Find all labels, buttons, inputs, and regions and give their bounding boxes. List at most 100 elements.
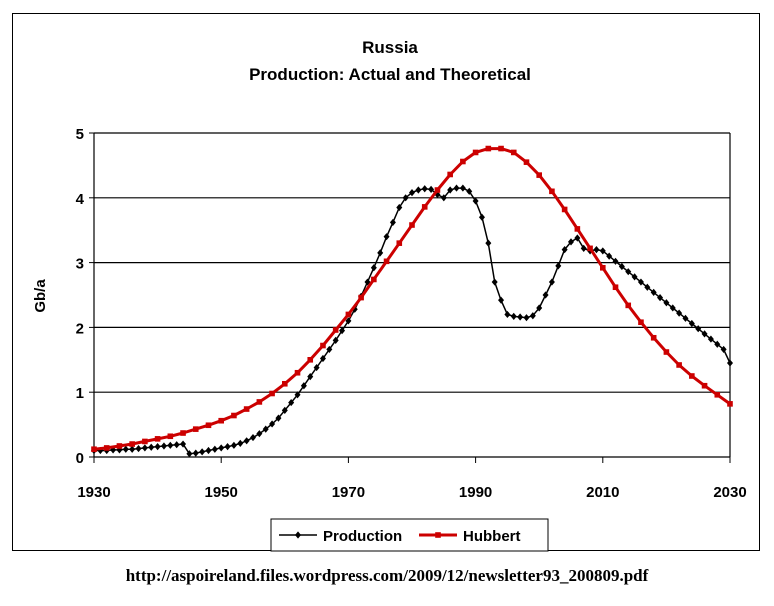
- data-point-production: [568, 238, 574, 246]
- data-point-production: [167, 441, 174, 449]
- data-point-production: [491, 278, 498, 286]
- data-point-production: [192, 449, 199, 457]
- data-point-production: [472, 197, 479, 205]
- data-point-production: [389, 218, 396, 227]
- data-point-hubbert: [510, 149, 517, 156]
- data-point-production: [122, 445, 129, 453]
- data-point-hubbert: [447, 171, 453, 178]
- axes: 0 1 2 3 4 5 1930 1950 1970 1990 2010 2030: [76, 126, 747, 501]
- data-point-production: [663, 299, 670, 307]
- data-point-hubbert: [307, 357, 314, 363]
- data-point-hubbert: [612, 284, 619, 291]
- data-point-production: [599, 247, 606, 255]
- data-point-production: [230, 441, 237, 449]
- data-point-production: [606, 252, 613, 260]
- data-point-hubbert: [180, 430, 186, 436]
- data-point-hubbert: [727, 401, 733, 407]
- data-point-hubbert: [434, 187, 441, 193]
- y-tick-label-0: 0: [76, 450, 84, 467]
- data-point-production: [326, 345, 333, 354]
- data-point-hubbert: [396, 240, 403, 246]
- data-point-hubbert: [472, 149, 479, 156]
- data-point-hubbert: [243, 406, 250, 412]
- data-point-hubbert: [561, 206, 568, 213]
- data-point-production: [148, 443, 155, 451]
- legend-box: [270, 518, 549, 552]
- data-point-hubbert: [231, 412, 237, 419]
- data-point-production: [294, 391, 301, 399]
- data-point-production: [625, 268, 632, 276]
- x-tick-label-1950: 1950: [205, 484, 238, 501]
- data-point-hubbert: [600, 264, 606, 271]
- series-production: [91, 184, 733, 458]
- data-point-production: [300, 382, 307, 390]
- data-point-production: [307, 373, 314, 381]
- data-point-production: [262, 425, 269, 433]
- chart: Russia Production: Actual and Theoretica…: [32, 38, 747, 552]
- data-point-production: [529, 312, 536, 320]
- data-point-hubbert: [129, 441, 135, 447]
- data-point-hubbert: [371, 276, 377, 283]
- data-point-hubbert: [269, 390, 275, 397]
- grid-lines: [94, 132, 731, 457]
- data-point-production: [447, 186, 454, 194]
- data-point-production: [370, 264, 377, 272]
- data-point-hubbert: [218, 417, 224, 424]
- data-point-production: [644, 283, 651, 291]
- data-point-production: [288, 398, 295, 407]
- data-point-production: [695, 325, 702, 333]
- data-point-production: [631, 273, 638, 281]
- data-point-production: [364, 278, 371, 286]
- data-point-hubbert: [498, 145, 504, 152]
- data-point-production: [727, 359, 733, 367]
- x-tick-label-2030: 2030: [713, 484, 746, 501]
- data-point-hubbert: [485, 145, 492, 152]
- data-point-production: [160, 442, 167, 450]
- data-point-hubbert: [638, 319, 644, 326]
- data-point-hubbert: [549, 188, 555, 195]
- source-url: http://aspoireland.files.wordpress.com/2…: [125, 566, 649, 585]
- data-point-production: [517, 313, 524, 321]
- data-point-hubbert: [154, 436, 161, 442]
- y-tick-label-1: 1: [76, 385, 84, 402]
- data-point-production: [415, 186, 422, 194]
- data-point-production: [676, 309, 683, 317]
- data-point-production: [510, 312, 517, 320]
- y-tick-label-5: 5: [76, 126, 84, 143]
- data-point-production: [485, 239, 492, 247]
- chart-title: Russia: [362, 38, 418, 57]
- data-point-hubbert: [256, 399, 263, 405]
- data-point-production: [396, 203, 403, 212]
- data-point-production: [555, 262, 562, 270]
- series-hubbert: [91, 145, 733, 453]
- y-tick-label-4: 4: [76, 191, 85, 208]
- data-point-hubbert: [460, 158, 466, 165]
- data-point-production: [237, 439, 244, 447]
- data-point-hubbert: [116, 443, 123, 449]
- x-tick-label-1990: 1990: [459, 484, 492, 501]
- data-point-hubbert: [650, 334, 657, 341]
- data-point-production: [453, 184, 460, 192]
- data-point-production: [377, 249, 384, 257]
- data-point-production: [129, 445, 136, 453]
- data-point-production: [383, 233, 390, 241]
- data-point-production: [650, 288, 657, 297]
- data-point-production: [409, 189, 415, 197]
- data-point-production: [116, 446, 123, 454]
- data-point-production: [478, 213, 485, 221]
- legend-marker-hubbert: [435, 532, 441, 538]
- data-point-production: [269, 420, 276, 428]
- data-point-production: [211, 445, 218, 453]
- data-point-production: [345, 317, 352, 325]
- data-point-hubbert: [91, 446, 97, 453]
- data-point-production: [421, 185, 428, 193]
- data-point-hubbert: [142, 438, 148, 445]
- x-tick-label-2010: 2010: [586, 484, 619, 501]
- legend-marker-production: [295, 531, 301, 539]
- data-point-hubbert: [103, 445, 110, 451]
- data-point-hubbert: [536, 172, 542, 178]
- chart-frame: [12, 13, 760, 551]
- data-point-hubbert: [167, 433, 174, 440]
- data-point-production: [250, 433, 256, 442]
- data-point-production: [466, 187, 473, 195]
